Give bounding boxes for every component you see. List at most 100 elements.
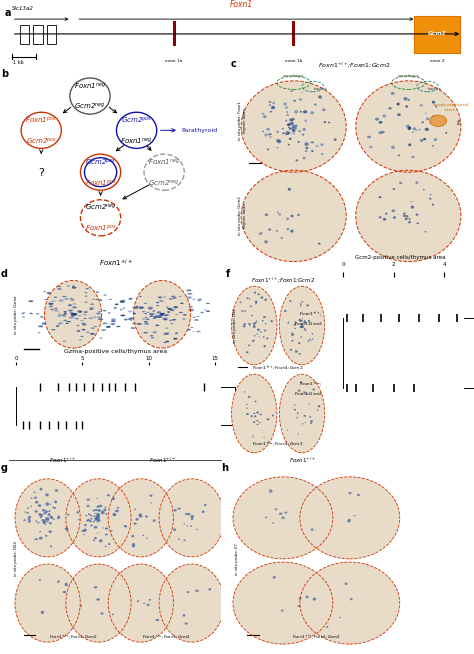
- Ellipse shape: [295, 160, 298, 162]
- Ellipse shape: [82, 322, 85, 324]
- Text: Gcm2$^{pos}$: Gcm2$^{pos}$: [121, 115, 152, 125]
- Ellipse shape: [170, 309, 174, 311]
- Ellipse shape: [111, 498, 115, 500]
- Ellipse shape: [255, 322, 256, 324]
- Ellipse shape: [159, 479, 224, 557]
- Ellipse shape: [311, 150, 313, 152]
- Ellipse shape: [160, 313, 164, 315]
- Ellipse shape: [89, 307, 94, 309]
- Ellipse shape: [159, 314, 164, 316]
- Ellipse shape: [266, 128, 270, 131]
- Ellipse shape: [149, 494, 153, 497]
- Text: b: b: [1, 69, 8, 79]
- Ellipse shape: [276, 139, 280, 142]
- Ellipse shape: [356, 170, 461, 262]
- Ellipse shape: [287, 323, 289, 324]
- Ellipse shape: [397, 113, 401, 116]
- Ellipse shape: [124, 525, 127, 528]
- Ellipse shape: [297, 214, 300, 216]
- Ellipse shape: [290, 122, 294, 124]
- Ellipse shape: [39, 531, 41, 532]
- Ellipse shape: [320, 143, 324, 146]
- Text: ectopic parathyroid
tissue: ectopic parathyroid tissue: [433, 103, 468, 112]
- Ellipse shape: [264, 133, 268, 137]
- Ellipse shape: [410, 205, 414, 209]
- Ellipse shape: [307, 304, 309, 307]
- Ellipse shape: [183, 523, 185, 525]
- Ellipse shape: [94, 526, 98, 528]
- Text: $Foxn1^{+/-}$;$Foxn1$:$Gcm2$: $Foxn1^{+/-}$;$Foxn1$:$Gcm2$: [252, 439, 304, 449]
- Ellipse shape: [91, 525, 93, 526]
- Ellipse shape: [97, 517, 100, 519]
- Ellipse shape: [136, 518, 139, 521]
- Ellipse shape: [96, 513, 99, 515]
- Ellipse shape: [105, 528, 108, 530]
- Ellipse shape: [79, 339, 82, 341]
- Ellipse shape: [77, 310, 82, 313]
- Text: 1 kb: 1 kb: [13, 60, 24, 65]
- Text: in situ probe: Gzma: in situ probe: Gzma: [14, 295, 18, 334]
- Ellipse shape: [146, 604, 150, 606]
- Ellipse shape: [292, 129, 295, 131]
- Ellipse shape: [97, 317, 102, 318]
- Ellipse shape: [48, 530, 52, 533]
- Ellipse shape: [288, 126, 290, 128]
- Ellipse shape: [262, 320, 264, 322]
- Ellipse shape: [310, 340, 311, 341]
- Ellipse shape: [419, 129, 420, 130]
- Ellipse shape: [144, 321, 147, 322]
- Ellipse shape: [159, 564, 224, 642]
- Text: oesophagus: oesophagus: [398, 74, 419, 78]
- Ellipse shape: [64, 314, 67, 315]
- Ellipse shape: [72, 314, 75, 315]
- Ellipse shape: [404, 218, 408, 220]
- Ellipse shape: [90, 333, 95, 335]
- Ellipse shape: [416, 222, 419, 224]
- Ellipse shape: [182, 614, 185, 617]
- Ellipse shape: [190, 525, 192, 527]
- Ellipse shape: [45, 535, 47, 537]
- Ellipse shape: [115, 509, 119, 512]
- Ellipse shape: [57, 315, 61, 317]
- Ellipse shape: [58, 323, 61, 324]
- Ellipse shape: [256, 424, 258, 425]
- Ellipse shape: [269, 104, 271, 106]
- Text: P<0.001: P<0.001: [248, 394, 253, 418]
- Text: Gcm2$^{neg}$: Gcm2$^{neg}$: [148, 178, 180, 188]
- Ellipse shape: [255, 301, 257, 303]
- Ellipse shape: [268, 228, 271, 231]
- Ellipse shape: [310, 422, 312, 424]
- Ellipse shape: [356, 81, 461, 172]
- Ellipse shape: [408, 221, 411, 224]
- Ellipse shape: [408, 143, 411, 146]
- Ellipse shape: [187, 296, 192, 299]
- Ellipse shape: [87, 505, 90, 508]
- Ellipse shape: [183, 540, 186, 541]
- Ellipse shape: [81, 336, 83, 337]
- Ellipse shape: [92, 509, 95, 511]
- Ellipse shape: [43, 521, 46, 523]
- Ellipse shape: [179, 312, 183, 313]
- Text: thymic lobes: thymic lobes: [244, 109, 247, 133]
- Ellipse shape: [289, 128, 292, 130]
- Ellipse shape: [254, 292, 256, 294]
- Ellipse shape: [66, 564, 131, 642]
- Ellipse shape: [264, 437, 265, 438]
- Ellipse shape: [36, 313, 39, 315]
- Ellipse shape: [145, 317, 147, 318]
- Ellipse shape: [272, 523, 274, 524]
- Ellipse shape: [95, 518, 99, 521]
- Ellipse shape: [287, 430, 288, 431]
- Text: c: c: [230, 60, 236, 69]
- Ellipse shape: [256, 334, 258, 335]
- Ellipse shape: [64, 583, 68, 586]
- Ellipse shape: [156, 305, 159, 306]
- Ellipse shape: [159, 315, 163, 317]
- Ellipse shape: [21, 313, 25, 314]
- Ellipse shape: [46, 518, 49, 520]
- Ellipse shape: [300, 303, 301, 305]
- Ellipse shape: [160, 300, 164, 301]
- Text: $Foxn1^{+/+}$;$Foxn1$:$Gcm2$: $Foxn1^{+/+}$;$Foxn1$:$Gcm2$: [251, 275, 315, 284]
- Ellipse shape: [298, 130, 301, 132]
- Ellipse shape: [239, 301, 241, 303]
